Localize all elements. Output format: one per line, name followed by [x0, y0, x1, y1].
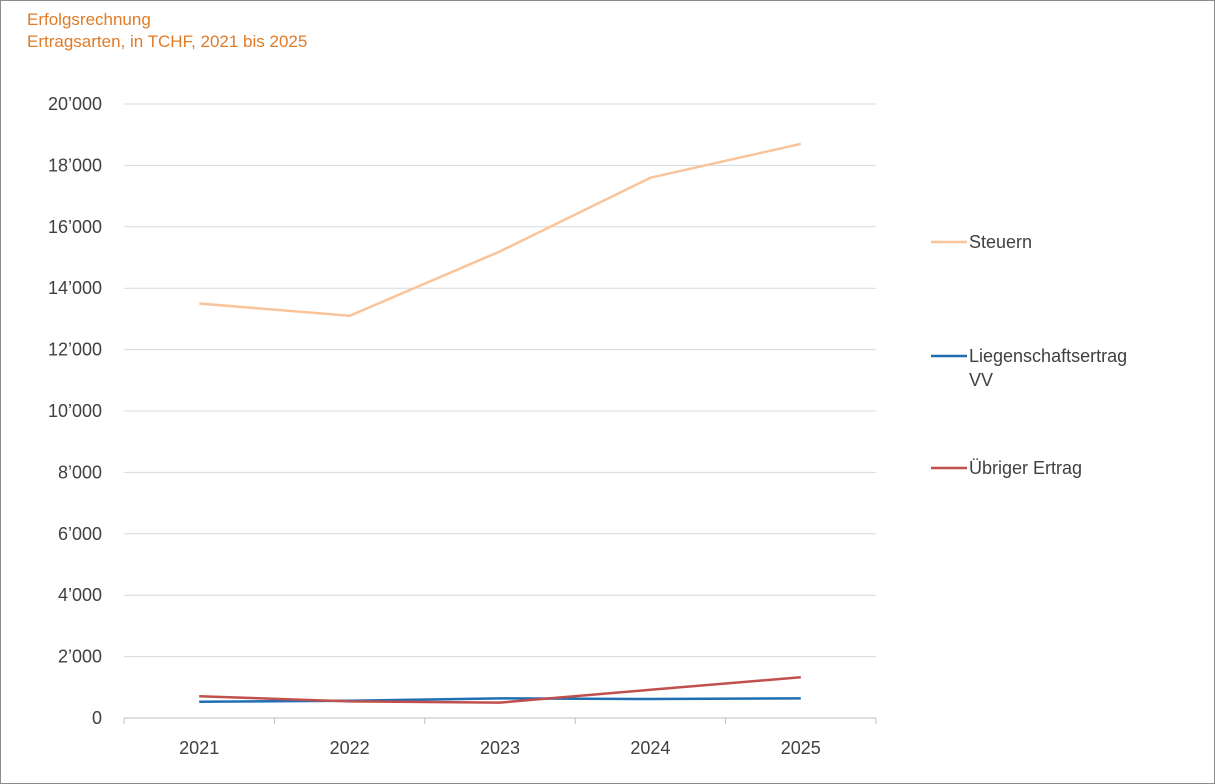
y-tick-label: 0 — [92, 708, 102, 728]
y-tick-label: 8’000 — [58, 462, 102, 482]
chart-subtitle: Ertragsarten, in TCHF, 2021 bis 2025 — [27, 32, 308, 51]
legend-label: Liegenschaftsertrag — [969, 346, 1127, 366]
series-line — [199, 675, 801, 704]
x-tick-label: 2024 — [630, 738, 670, 758]
legend-label: VV — [969, 370, 993, 390]
y-tick-label: 4’000 — [58, 585, 102, 605]
x-tick-label: 2021 — [179, 738, 219, 758]
y-tick-label: 14’000 — [48, 278, 102, 298]
y-tick-label: 6’000 — [58, 524, 102, 544]
y-tick-label: 10’000 — [48, 401, 102, 421]
y-tick-label: 18’000 — [48, 155, 102, 175]
y-tick-label: 16’000 — [48, 217, 102, 237]
chart-titles: Erfolgsrechnung Ertragsarten, in TCHF, 2… — [27, 9, 307, 53]
y-tick-label: 12’000 — [48, 340, 102, 360]
chart-title: Erfolgsrechnung — [27, 10, 151, 29]
y-tick-label: 2’000 — [58, 647, 102, 667]
y-tick-label: 20’000 — [48, 94, 102, 114]
legend-label: Übriger Ertrag — [969, 458, 1082, 478]
series-line — [199, 142, 802, 318]
x-tick-label: 2025 — [781, 738, 821, 758]
series-line — [199, 697, 801, 703]
x-tick-label: 2022 — [330, 738, 370, 758]
x-tick-label: 2023 — [480, 738, 520, 758]
legend-label: Steuern — [969, 232, 1032, 252]
